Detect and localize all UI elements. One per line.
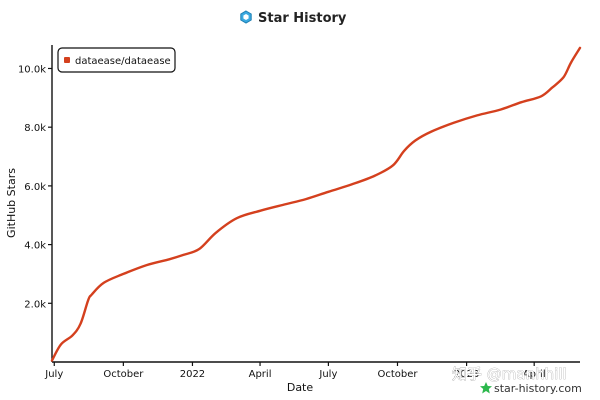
series-line-dataease xyxy=(50,46,582,362)
y-axis-ticks: 2.0k 4.0k 6.0k 8.0k 10.0k xyxy=(18,64,52,310)
x-tick-label: 2022 xyxy=(180,369,205,380)
star-icon xyxy=(480,382,492,394)
x-tick-label: July xyxy=(318,369,337,380)
x-tick-label: April xyxy=(249,369,272,380)
y-tick-label: 8.0k xyxy=(24,123,46,134)
watermark-overlay: 知乎 @manhhill xyxy=(452,365,567,383)
watermark: star-history.com 知乎 @manhhill xyxy=(452,365,582,395)
y-axis-label: GitHub Stars xyxy=(5,168,18,238)
x-axis-ticks: July October 2022 April July October 2023 April xyxy=(44,362,546,380)
x-tick-label: October xyxy=(377,369,418,380)
hexagon-icon xyxy=(240,10,252,24)
x-axis-label: Date xyxy=(287,381,314,394)
x-tick-label: October xyxy=(103,369,144,380)
x-tick-label: July xyxy=(44,369,63,380)
y-tick-label: 4.0k xyxy=(24,241,46,252)
legend: dataease/dataease xyxy=(57,47,176,73)
legend-box xyxy=(57,47,176,73)
legend-label: dataease/dataease xyxy=(75,56,171,67)
y-tick-label: 10.0k xyxy=(18,64,46,75)
y-tick-label: 2.0k xyxy=(24,299,46,310)
x-tick-label: 2023 xyxy=(454,369,479,380)
chart-title-group: Star History xyxy=(240,10,347,26)
chart-title: Star History xyxy=(258,11,347,26)
watermark-site: star-history.com xyxy=(494,382,582,395)
legend-swatch xyxy=(64,57,70,63)
x-tick-label: April xyxy=(523,369,546,380)
y-tick-label: 6.0k xyxy=(24,182,46,193)
